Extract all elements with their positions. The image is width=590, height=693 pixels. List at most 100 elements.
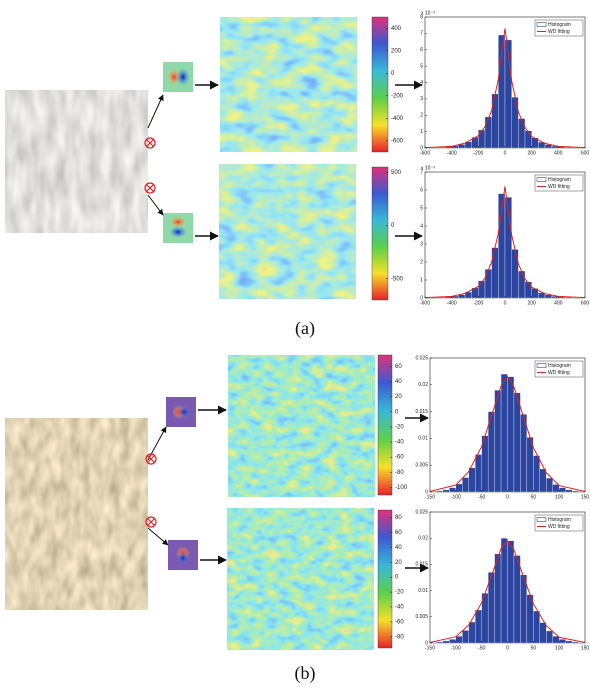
x-tick-label: -150 [425, 645, 435, 651]
x-tick-label: -400 [447, 150, 457, 156]
legend-label: Histogram [548, 177, 571, 183]
fit-line [429, 375, 586, 492]
histogram-bar [449, 639, 456, 644]
y-tick-label: 0.005 [415, 463, 428, 469]
legend-swatch [536, 22, 547, 27]
y-tick-label: 6 [420, 47, 423, 53]
colorbar-tick-label: 20 [395, 394, 402, 400]
legend-box [534, 19, 584, 37]
y-tick-label: 0 [420, 145, 423, 151]
histogram-bar [559, 639, 566, 644]
histogram-bar [436, 641, 444, 644]
histogram-bar [552, 484, 560, 493]
panel-label: (b) [295, 663, 316, 684]
histogram-bar [552, 636, 560, 644]
colorbar-tick-label: -60 [395, 455, 404, 461]
x-tick-label: -50 [478, 645, 485, 651]
y-scale-label: x 10⁻³ [421, 10, 435, 16]
histogram-bar [504, 39, 512, 149]
y-tick-label: 1 [420, 129, 423, 135]
arrow [147, 426, 167, 461]
colorbar-tick-label: 400 [391, 26, 402, 32]
legend-label: Histogram [548, 22, 571, 28]
colorbar-tick-label: -80 [395, 634, 404, 640]
y-tick-label: 4 [420, 223, 423, 229]
histogram-bar [504, 197, 512, 299]
y-tick-label: 6 [420, 187, 423, 193]
fit-line [429, 540, 586, 643]
x-tick-label: 600 [581, 150, 590, 156]
y-tick-label: 0 [425, 640, 428, 646]
y-tick-label: 0 [420, 295, 423, 301]
legend-box [534, 514, 584, 532]
histogram-bar [491, 93, 499, 149]
histogram-bar [518, 118, 526, 149]
y-tick-label: 3 [420, 96, 423, 102]
colorbar-tick-label: 0 [391, 71, 395, 77]
arrow [147, 94, 164, 129]
colorbar-tick-label: -40 [395, 605, 404, 611]
histogram-bar [511, 249, 519, 299]
histogram-bar [500, 373, 508, 493]
histogram-bar [478, 129, 486, 149]
y-tick-label: 0.015 [415, 562, 428, 568]
x-tick-label: 50 [531, 645, 537, 651]
colorbar-tick-label: 80 [395, 515, 402, 521]
colorbar-tick-label: 200 [391, 48, 402, 54]
x-tick-label: 200 [527, 300, 536, 306]
histogram-bar [559, 487, 566, 493]
histogram-bar [571, 490, 579, 493]
colorbar-tick-label: 40 [395, 379, 402, 385]
y-tick-label: 0.02 [418, 536, 428, 542]
legend-label: WD fitting [548, 184, 570, 190]
legend-label: WD fitting [548, 370, 570, 376]
colorbar [377, 509, 393, 649]
x-tick-label: 400 [554, 150, 563, 156]
y-tick-label: 0.015 [415, 409, 428, 415]
x-tick-label: -600 [420, 150, 430, 156]
colorbar-tick-label: 60 [395, 530, 402, 536]
colorbar-tick-label: -500 [391, 276, 404, 282]
x-tick-label: 150 [581, 494, 590, 500]
legend-label: Histogram [548, 363, 571, 369]
x-tick-label: 0 [504, 300, 507, 306]
x-tick-label: 150 [581, 645, 590, 651]
legend-label: WD fitting [548, 29, 570, 35]
colorbar-tick-label: -20 [395, 424, 404, 430]
filter-lobe [169, 226, 187, 238]
histogram-bar [500, 538, 508, 644]
x-tick-label: 100 [555, 645, 564, 651]
histogram-bar [491, 247, 499, 299]
response-map [220, 17, 357, 152]
x-tick-label: 50 [531, 494, 537, 500]
x-tick-label: -200 [473, 300, 483, 306]
colorbar-tick-label: -60 [395, 619, 404, 625]
y-scale-label: x 10⁻³ [421, 165, 435, 171]
histogram-bar [455, 483, 463, 493]
legend-swatch [536, 363, 547, 368]
y-tick-label: 7 [420, 169, 423, 175]
convolution-symbols [144, 137, 156, 194]
histogram-bar [494, 390, 502, 493]
y-tick-label: 0.025 [415, 355, 428, 361]
histogram-bar [507, 376, 515, 493]
histogram-bar [462, 630, 469, 644]
y-tick-label: 2 [420, 113, 423, 119]
x-tick-label: -100 [451, 645, 461, 651]
rice-photo [5, 418, 148, 610]
colorbar-tick-label: 0 [395, 409, 399, 415]
x-tick-label: -200 [473, 150, 483, 156]
histogram-bar [565, 640, 573, 644]
y-tick-label: 0.025 [415, 509, 428, 515]
panel-a-images [4, 17, 423, 299]
y-tick-label: 8 [420, 14, 423, 20]
x-tick-label: 0 [504, 150, 507, 156]
x-tick-label: -600 [420, 300, 430, 306]
colorbar-tick-label: -200 [391, 93, 404, 99]
legend-box [534, 360, 584, 378]
histogram-bar [524, 130, 532, 149]
histogram-bar [546, 630, 553, 644]
histogram-bar [442, 489, 450, 493]
colorbar-tick-label: 40 [395, 545, 402, 551]
fit-line [424, 186, 586, 299]
